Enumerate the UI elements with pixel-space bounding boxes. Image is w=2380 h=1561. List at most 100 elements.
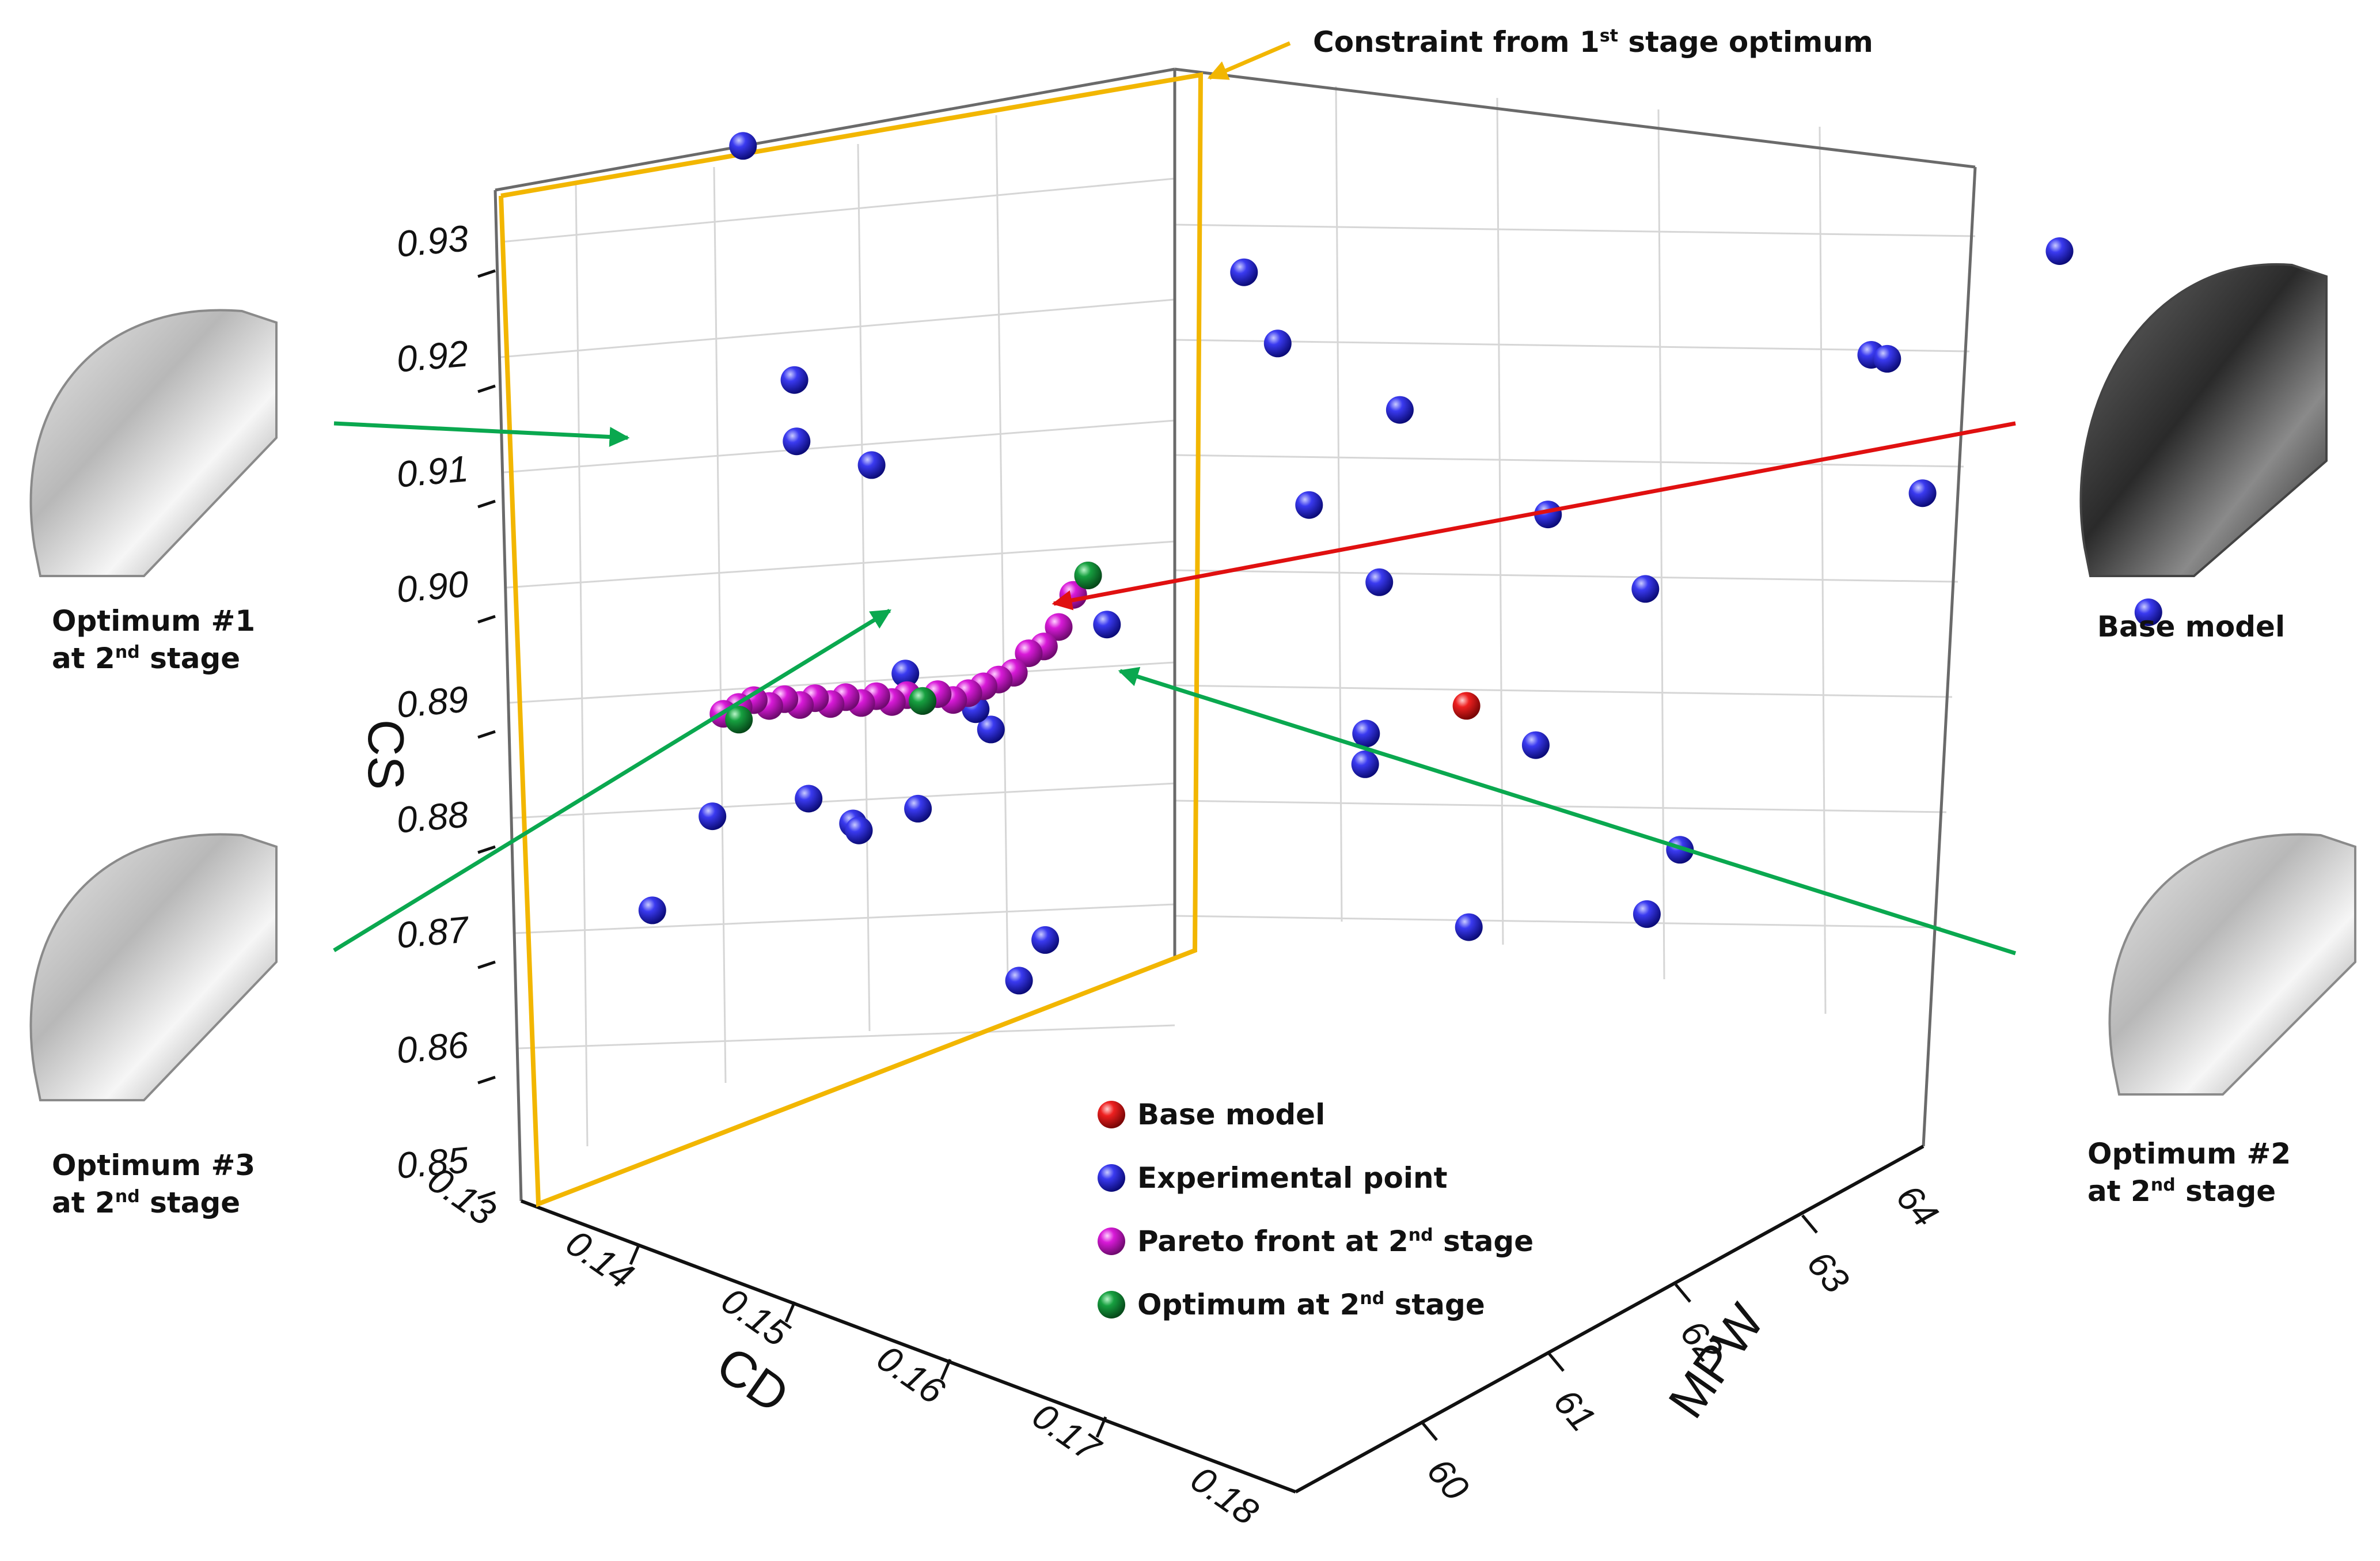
pareto-point	[1015, 639, 1043, 668]
experimental-point	[1351, 750, 1379, 778]
mpw-axis-title: MPW	[1657, 1294, 1775, 1428]
experimental-point	[1230, 258, 1258, 286]
mpw-tick-label: 61	[1546, 1381, 1604, 1439]
optimum-2-caption-stage: at 2nd stage	[2087, 1174, 2276, 1208]
optimum-2-caption: Optimum #2	[2087, 1137, 2291, 1170]
experimental-point	[1534, 501, 1562, 529]
experimental-point	[1633, 900, 1661, 928]
constraint-label-tail: stage optimum	[1618, 25, 1873, 59]
optimum-3-shape	[29, 833, 278, 1101]
cs-tick-label: 0.90	[395, 563, 470, 611]
mpw-tick-label: 63	[1799, 1243, 1857, 1301]
cs-tick-label: 0.88	[395, 793, 470, 841]
experimental-point	[699, 802, 727, 831]
optimum-3-caption-tail: stage	[140, 1186, 241, 1219]
experimental-point	[1263, 329, 1292, 358]
legend-label-pareto: Pareto front at 2nd stage	[1137, 1225, 1533, 1258]
constraint-label-sup: st	[1600, 26, 1618, 46]
legend-label-pareto-sup: nd	[1409, 1225, 1433, 1245]
experimental-point	[1365, 568, 1394, 596]
experimental-point	[1631, 575, 1660, 603]
base-model-points	[1452, 692, 1481, 720]
optimum-points	[725, 562, 1102, 734]
base-model-shape	[2079, 263, 2328, 577]
experimental-point	[1093, 611, 1121, 639]
cd-tick-labels: 0.13 0.14 0.15 0.16 0.17 0.18	[420, 1158, 1266, 1533]
optimum-point	[725, 706, 753, 734]
constraint-label-text: Constraint from 1	[1313, 25, 1600, 59]
optimum-1-caption-stage: at 2nd stage	[52, 642, 240, 675]
constraint-arrow	[1207, 41, 1291, 80]
legend-label-optimum-sup: nd	[1360, 1289, 1384, 1309]
experimental-point	[1005, 967, 1033, 995]
optimum-1-caption: Optimum #1	[52, 604, 255, 638]
cd-tick-label: 0.18	[1183, 1458, 1266, 1533]
experimental-point	[1666, 836, 1694, 864]
legend: Base model Experimental point Pareto fro…	[1098, 1098, 1533, 1321]
legend-label-base: Base model	[1137, 1098, 1325, 1131]
cs-tick-label: 0.91	[395, 448, 470, 495]
optimum-point	[1074, 562, 1102, 589]
cs-tick-label: 0.86	[395, 1024, 470, 1071]
base-model-point	[1452, 692, 1481, 720]
optimum-2-caption-sub: at 2	[2087, 1174, 2151, 1208]
experimental-point	[1908, 479, 1937, 507]
legend-label-pareto-text: Pareto front at 2	[1137, 1225, 1409, 1258]
cd-axis-title: CD	[707, 1335, 799, 1424]
optimum-3-caption-stage: at 2nd stage	[52, 1186, 240, 1219]
legend-label-optimum-tail: stage	[1384, 1288, 1485, 1321]
experimental-point	[977, 715, 1005, 744]
cs-tick-labels: 0.85 0.86 0.87 0.88 0.89 0.90 0.91 0.92 …	[395, 217, 472, 1187]
optimum-1-arrow	[333, 421, 630, 447]
experimental-point	[729, 132, 757, 160]
legend-label-optimum-text: Optimum at 2	[1137, 1288, 1360, 1321]
optimum-1-caption-sub: at 2	[52, 642, 115, 675]
legend-marker-experimental	[1098, 1164, 1125, 1192]
grid-side-wall	[500, 115, 1175, 1147]
optimum-2-arrow	[1118, 666, 2017, 956]
optimum-1-caption-sup: nd	[115, 642, 140, 662]
experimental-point	[857, 451, 886, 479]
optimum-2-caption-sup: nd	[2151, 1175, 2176, 1195]
optimum-3-caption-sub: at 2	[52, 1186, 115, 1219]
experimental-point	[2134, 598, 2162, 626]
cs-tick-label: 0.92	[395, 332, 470, 380]
experimental-point	[783, 427, 811, 456]
experimental-point	[845, 816, 873, 844]
constraint-plane	[499, 72, 1204, 1207]
cs-tick-label: 0.93	[395, 217, 470, 265]
base-model-arrow	[1052, 421, 2016, 611]
legend-marker-base	[1098, 1101, 1125, 1128]
experimental-point	[780, 366, 808, 394]
experimental-point	[638, 896, 666, 925]
legend-label-experimental: Experimental point	[1137, 1161, 1447, 1195]
optimum-2-caption-tail: stage	[2176, 1174, 2276, 1208]
optimum-3-caption: Optimum #3	[52, 1149, 255, 1182]
legend-marker-optimum	[1098, 1291, 1125, 1318]
legend-marker-pareto	[1098, 1227, 1125, 1255]
cs-tick-label: 0.85	[395, 1139, 470, 1187]
optimum-1-shape	[29, 309, 278, 577]
experimental-point	[1386, 396, 1414, 424]
experimental-point	[891, 660, 920, 688]
legend-label-pareto-tail: stage	[1433, 1225, 1534, 1258]
experimental-points	[638, 132, 2162, 995]
optimum-2-shape	[2108, 833, 2356, 1096]
pareto-front-points	[709, 562, 1102, 728]
grid-back-wall	[1174, 86, 1976, 1014]
experimental-point	[1031, 926, 1060, 954]
experimental-point	[795, 785, 823, 813]
mpw-tick-label: 64	[1888, 1177, 1946, 1235]
axis-box	[494, 67, 1977, 1202]
optimum-3-arrow	[333, 609, 891, 952]
experimental-point	[1352, 719, 1380, 748]
mpw-tick-label: 60	[1419, 1450, 1477, 1509]
axis-baselines	[520, 1145, 1925, 1494]
experimental-point	[1873, 344, 1901, 373]
experimental-point	[2045, 237, 2074, 265]
constraint-label: Constraint from 1st stage optimum	[1313, 25, 1873, 59]
tick-marks	[477, 269, 1818, 1441]
experimental-point	[904, 794, 932, 823]
cs-axis-title: CS	[358, 719, 415, 790]
